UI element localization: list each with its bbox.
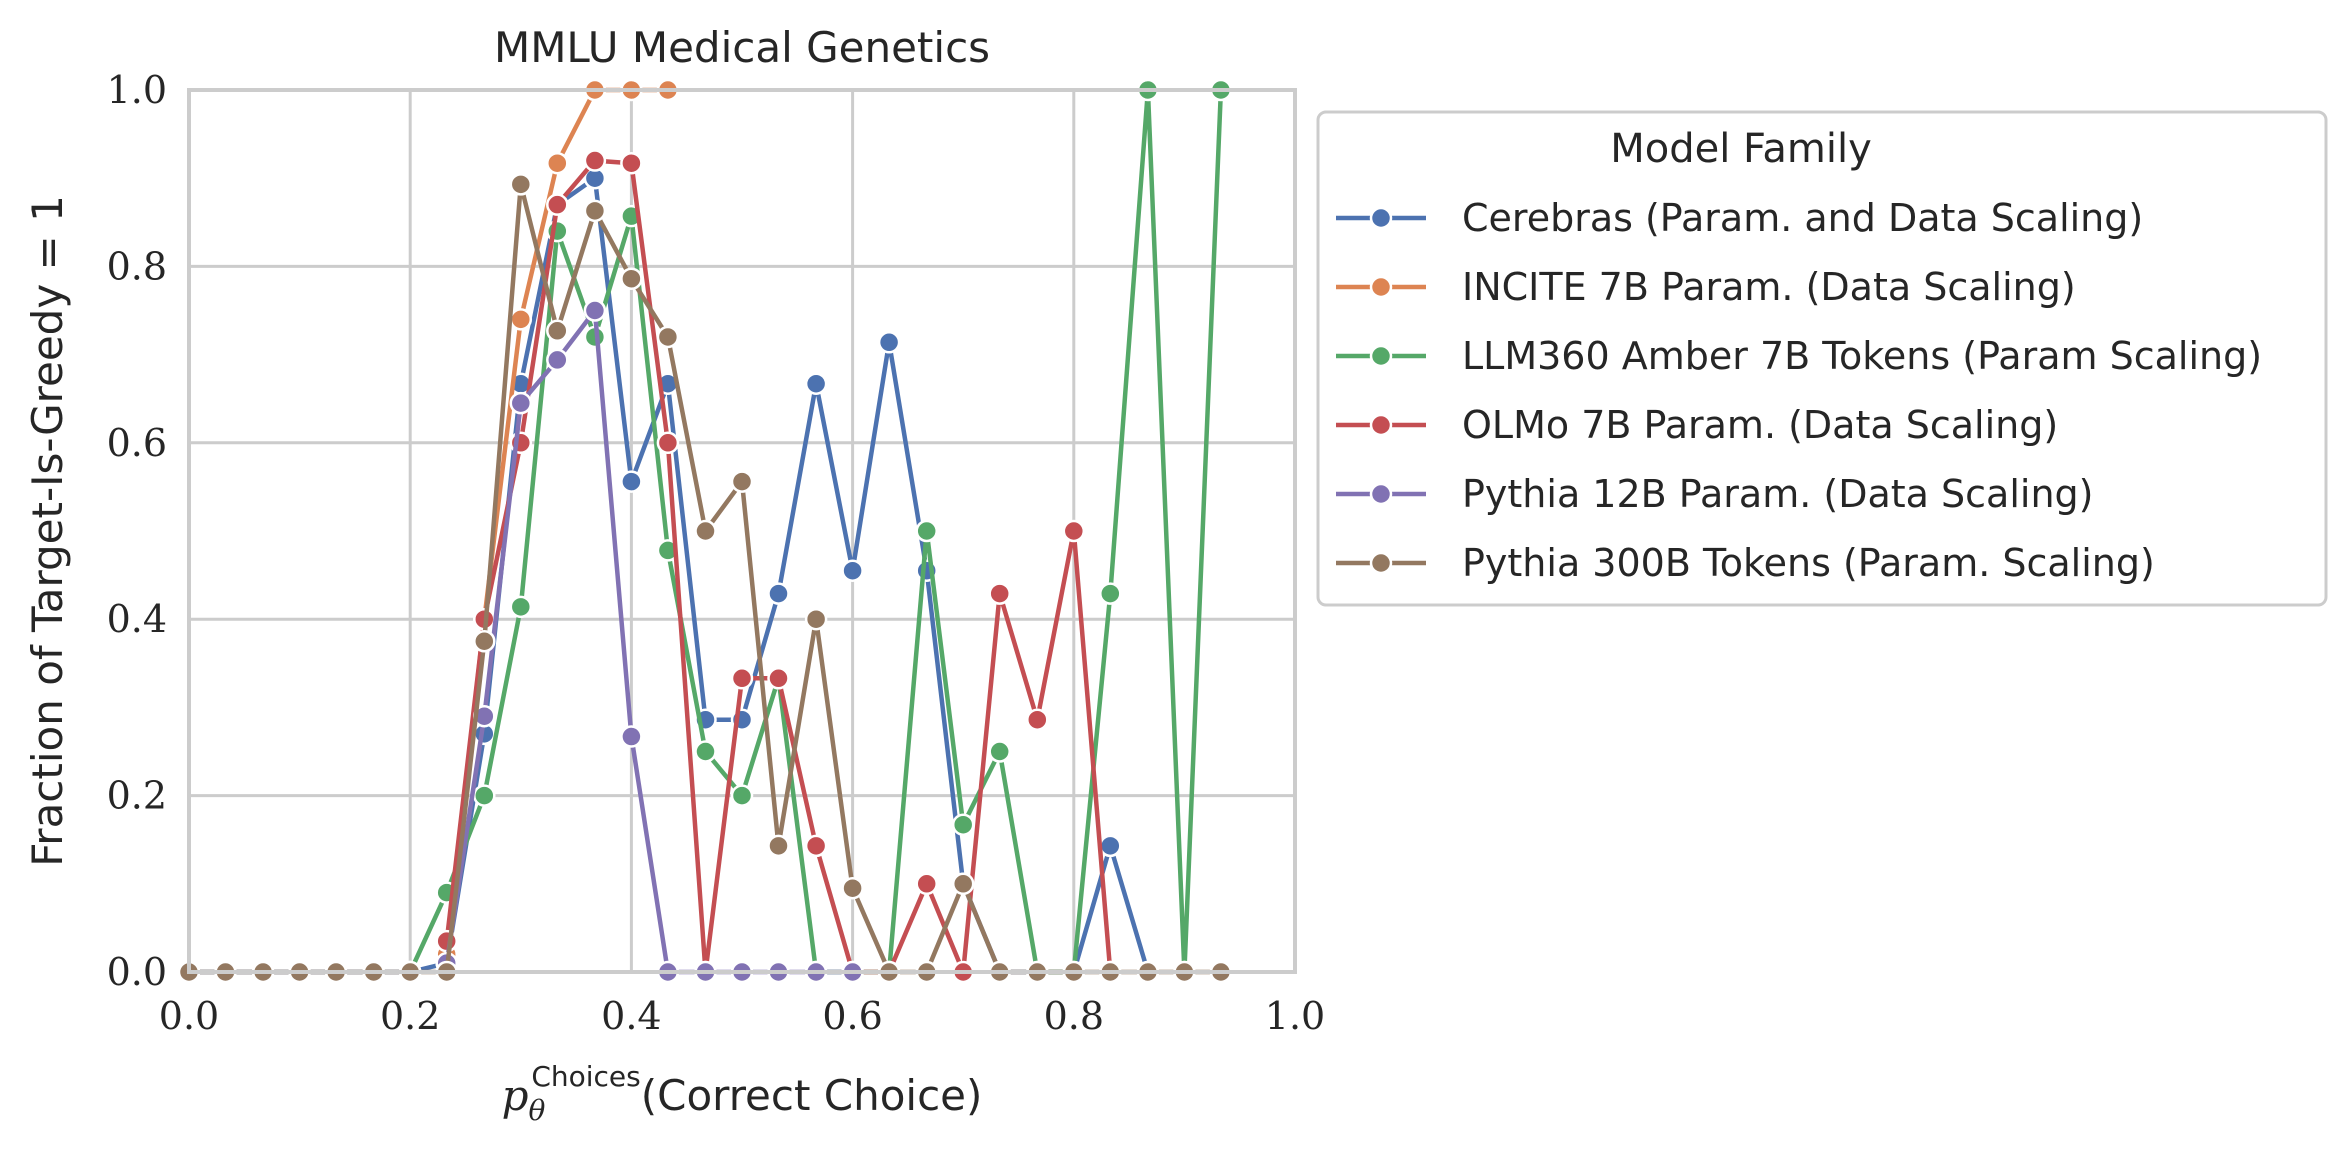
y-tick-label: 0.0 [107,950,167,994]
data-point [546,151,569,175]
data-point [546,348,569,372]
data-point [694,740,717,763]
x-tick-label: 0.4 [601,994,661,1038]
data-point [804,607,828,631]
legend-label: Pythia 300B Tokens (Param. Scaling) [1462,541,2155,585]
data-point [620,267,643,290]
legend-item: INCITE 7B Param. (Data Scaling) [1336,265,2076,309]
plot-frame [187,88,1297,974]
data-point [620,151,643,175]
data-point [767,667,790,690]
x-tick-label: 0.2 [380,994,440,1038]
data-point [1099,834,1122,858]
legend-item: LLM360 Amber 7B Tokens (Param Scaling) [1336,334,2262,378]
data-point [1026,708,1049,731]
y-tick-label: 1.0 [107,68,167,112]
data-point [951,872,975,896]
legend-marker [1369,482,1393,506]
legend-marker [1369,551,1393,575]
data-point [804,834,828,858]
data-point [841,876,864,900]
data-point [988,740,1011,763]
data-point [915,872,938,896]
data-point [509,308,533,331]
data-point [546,319,569,343]
data-point [583,149,607,172]
data-point [694,519,717,543]
grid-lines [187,88,1297,974]
data-point [546,193,569,216]
legend-box [1316,110,2328,607]
data-point [730,667,754,690]
data-point [730,784,754,807]
data-point [767,582,790,605]
data-point [620,725,643,748]
x-axis-label-text: (Correct Choice) [641,1071,983,1120]
y-tick-label: 0.8 [107,244,167,288]
data-point [473,784,496,807]
legend-items: Cerebras (Param. and Data Scaling) INCITE… [1336,196,2262,585]
data-point [656,539,680,562]
legend-title: Model Family [1610,126,1872,172]
data-point [509,595,533,619]
legend-item: OLMo 7B Param. (Data Scaling) [1336,403,2058,447]
data-point [509,391,533,415]
x-axis-label: pθChoices(Correct Choice) [502,1060,983,1127]
legend-label: Cerebras (Param. and Data Scaling) [1462,196,2143,240]
data-point [473,630,496,653]
svg-text:pθChoices(Correct Choice): pθChoices(Correct Choice) [502,1060,983,1127]
x-tick-label: 0.6 [822,994,882,1038]
x-axis-label-sup: Choices [531,1060,640,1093]
data-point [988,582,1011,605]
legend-item: Pythia 300B Tokens (Param. Scaling) [1336,541,2155,585]
legend-marker [1369,344,1393,368]
legend-marker [1369,206,1393,230]
y-tick-label: 0.6 [107,421,167,465]
x-tick-label: 1.0 [1265,994,1325,1038]
data-point [915,519,938,543]
legend-label: OLMo 7B Param. (Data Scaling) [1462,403,2058,447]
y-axis-label: Fraction of Target-Is-Greedy = 1 [23,195,72,867]
x-tick-label: 0.8 [1044,994,1104,1038]
data-point [583,299,607,322]
data-point [435,929,458,953]
data-point [656,325,680,349]
legend-item: Cerebras (Param. and Data Scaling) [1336,196,2143,240]
data-point [583,199,607,223]
x-axis-label-math: p [502,1071,529,1120]
y-tick-label: 0.4 [107,597,167,641]
legend-marker [1369,275,1393,299]
legend-item: Pythia 12B Param. (Data Scaling) [1336,472,2093,516]
data-point [730,470,754,493]
y-tick-label: 0.2 [107,774,167,818]
data-point [841,559,864,582]
data-point [951,813,975,836]
legend: Model Family Cerebras (Param. and Data S… [1316,110,2328,607]
data-point [877,331,901,354]
data-point [620,470,643,493]
chart-title: MMLU Medical Genetics [494,23,990,72]
data-point [767,834,790,858]
data-point [804,372,828,395]
x-axis-label-sub: θ [528,1094,545,1127]
data-point [656,431,680,455]
data-point [509,173,533,196]
legend-label: LLM360 Amber 7B Tokens (Param Scaling) [1462,334,2262,378]
legend-marker [1369,413,1393,437]
data-point [1062,519,1086,543]
data-point [1099,582,1122,605]
x-tick-label: 0.0 [159,994,219,1038]
legend-label: Pythia 12B Param. (Data Scaling) [1462,472,2093,516]
legend-label: INCITE 7B Param. (Data Scaling) [1462,265,2076,309]
tick-labels: 0.0 0.2 0.4 0.6 0.8 1.0 0.0 0.2 0.4 0.6 0.8 1.0 [107,68,1326,1038]
